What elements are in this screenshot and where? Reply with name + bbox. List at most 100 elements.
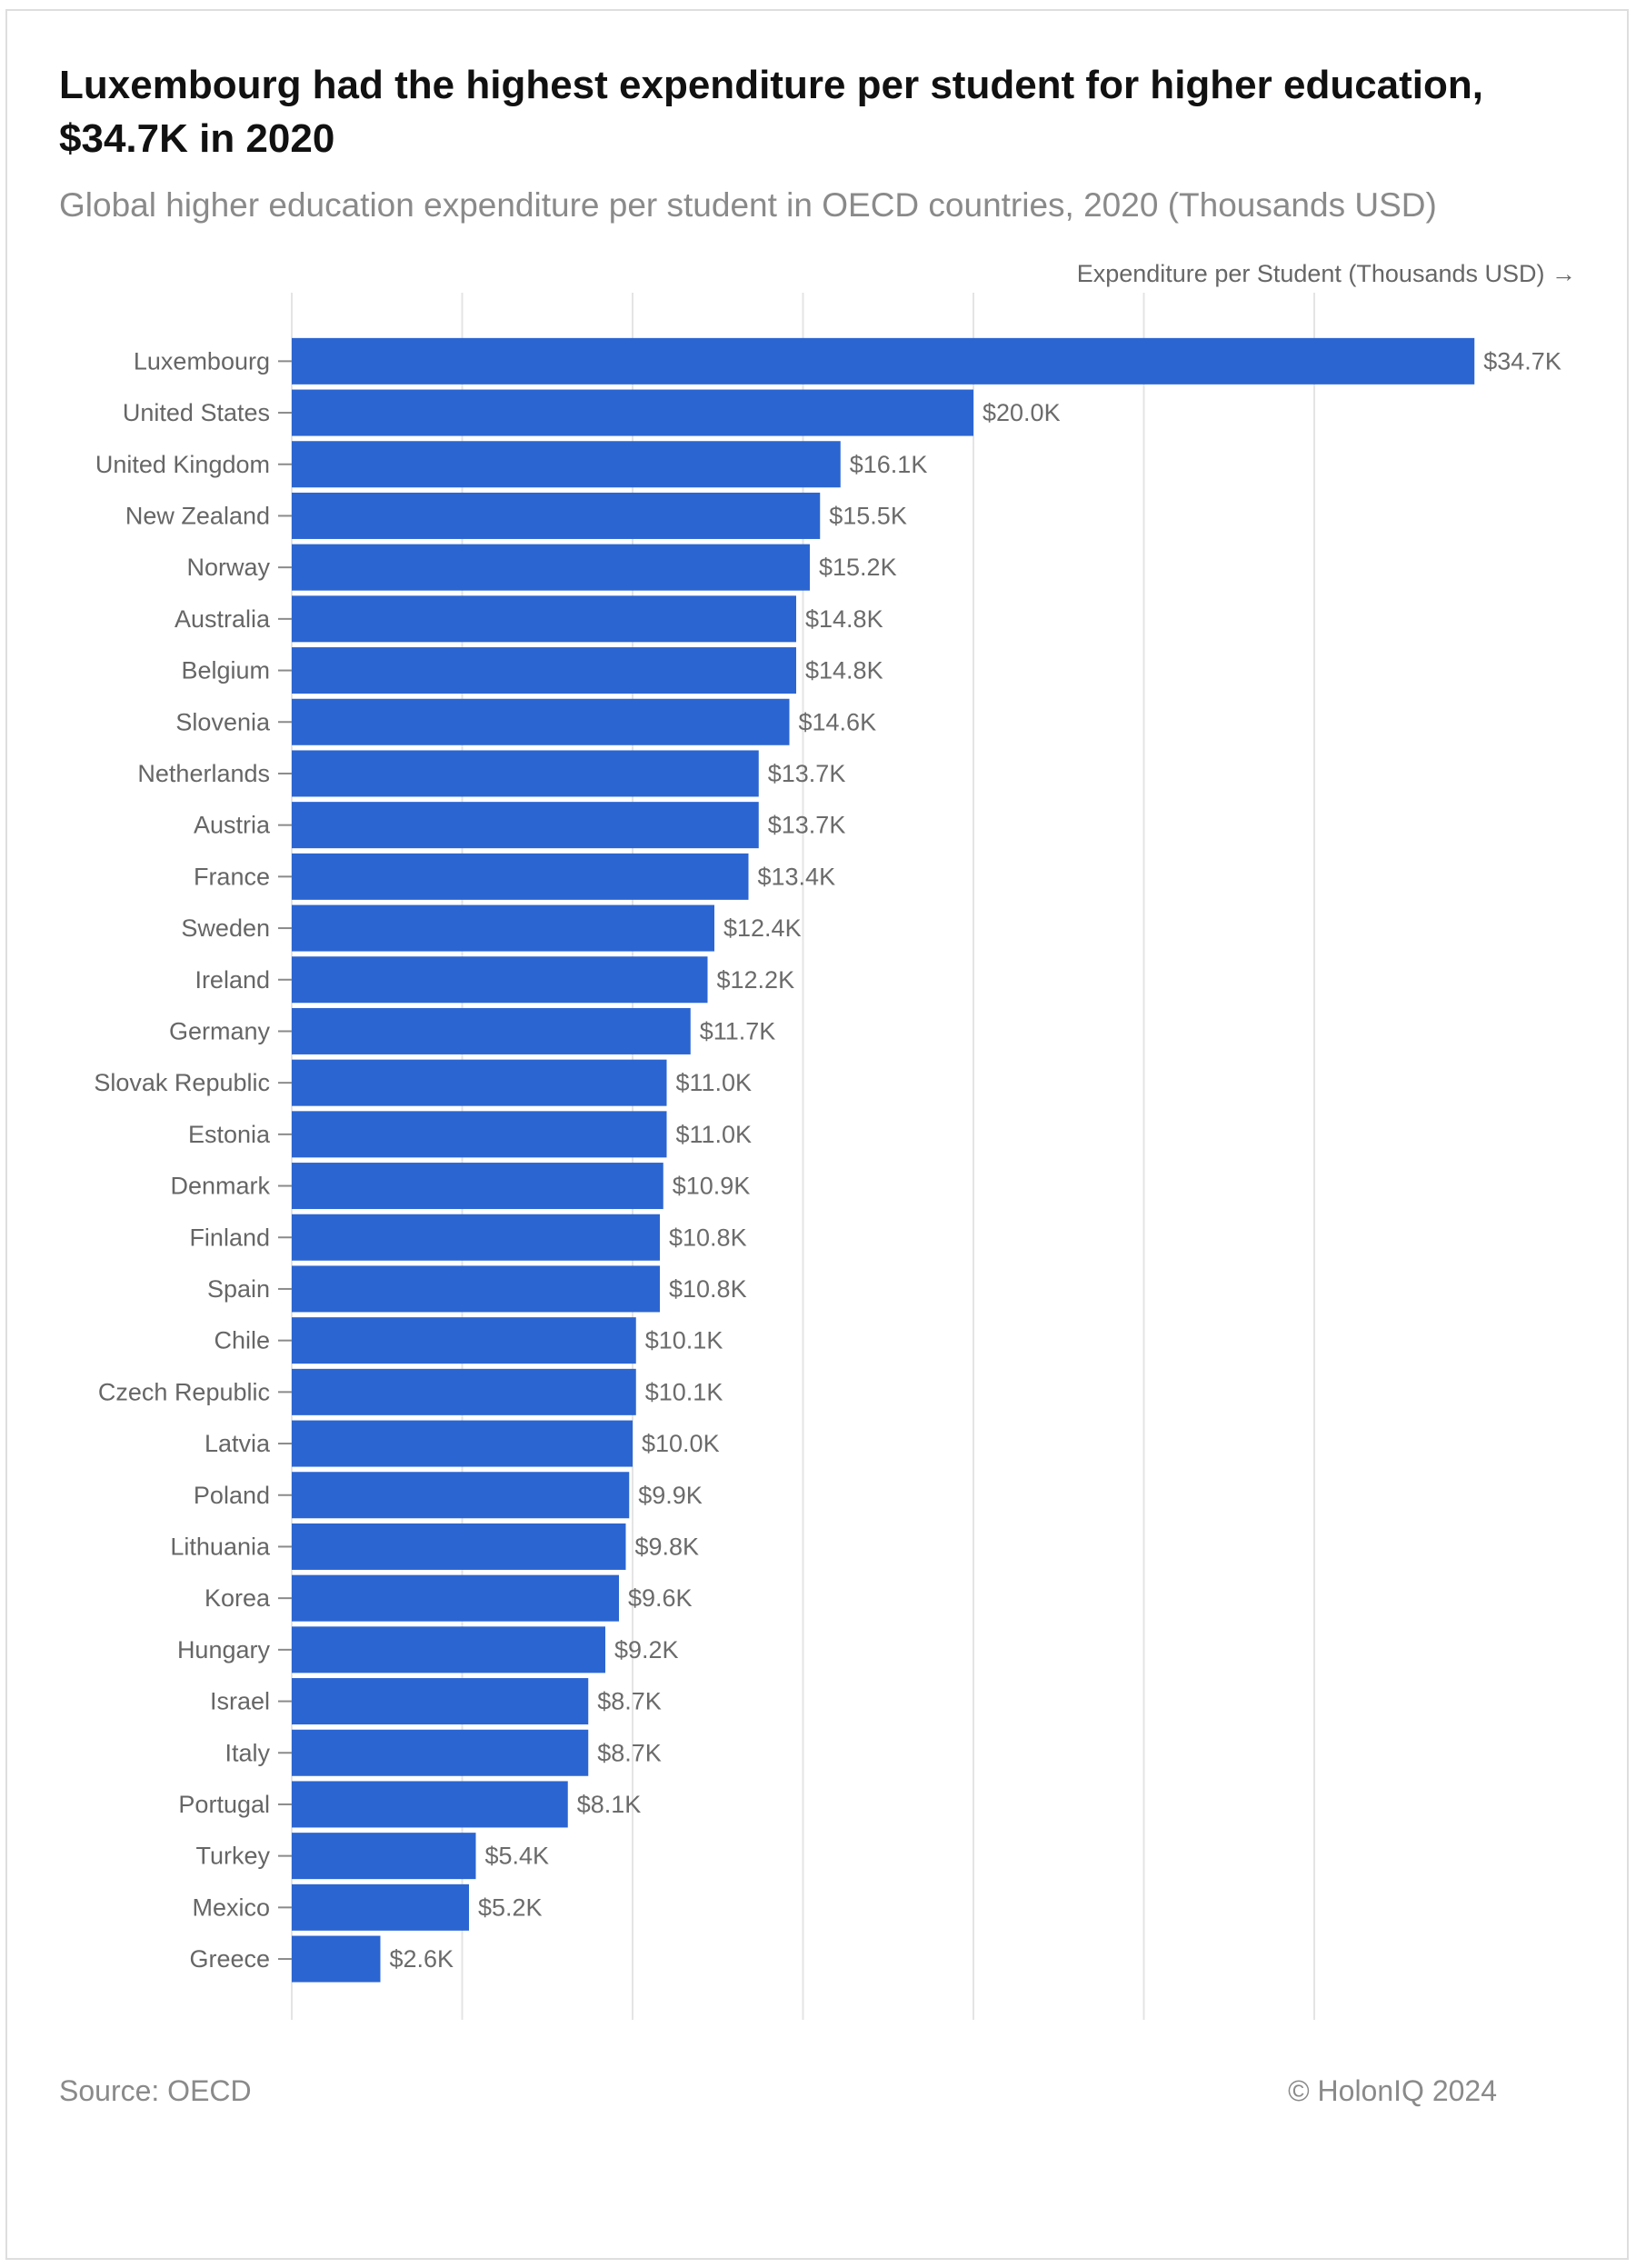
category-label: Sweden: [181, 914, 270, 942]
value-label: $15.5K: [829, 502, 907, 529]
value-label: $15.2K: [819, 554, 897, 581]
category-label: Czech Republic: [98, 1378, 270, 1405]
value-label: $9.9K: [638, 1482, 703, 1509]
value-label: $2.6K: [390, 1945, 454, 1973]
category-label: Norway: [186, 554, 270, 581]
category-label: Slovenia: [175, 708, 271, 735]
source-note: Source: OECD: [59, 2074, 252, 2107]
category-label: Portugal: [178, 1791, 270, 1818]
value-label: $10.1K: [645, 1327, 723, 1354]
bar: [292, 1111, 667, 1158]
bar: [292, 492, 821, 539]
bar: [292, 802, 759, 849]
category-label: Germany: [169, 1017, 271, 1044]
category-label: Mexico: [192, 1893, 270, 1921]
value-label: $12.2K: [717, 966, 795, 994]
bar: [292, 1935, 381, 1983]
bar: [292, 1781, 568, 1828]
labels: Luxembourg $34.7K United States $20.0K Unite…: [94, 347, 1561, 1973]
bar: [292, 1059, 667, 1106]
value-label: $8.7K: [597, 1688, 662, 1715]
value-label: $8.7K: [597, 1739, 662, 1766]
category-label: Greece: [189, 1945, 270, 1973]
category-label: Hungary: [177, 1636, 271, 1664]
value-label: $11.0K: [676, 1069, 753, 1096]
x-axis-title: Expenditure per Student (Thousands USD) …: [1076, 260, 1576, 287]
value-label: $13.7K: [768, 812, 846, 839]
value-label: $34.7K: [1483, 347, 1561, 375]
category-label: Finland: [189, 1224, 270, 1251]
category-label: Estonia: [188, 1121, 271, 1148]
value-label: $5.4K: [485, 1843, 550, 1870]
bar: [292, 544, 810, 591]
value-label: $10.8K: [669, 1275, 747, 1303]
chart-subtitle: Global higher education expenditure per …: [59, 186, 1437, 224]
bar: [292, 1729, 589, 1776]
value-label: $11.0K: [676, 1121, 753, 1148]
bar: [292, 1214, 660, 1261]
value-label: $12.4K: [723, 914, 802, 942]
value-label: $8.1K: [577, 1791, 642, 1818]
bar: [292, 1833, 476, 1880]
value-label: $10.0K: [642, 1430, 720, 1457]
bar: [292, 698, 790, 745]
bar: [292, 337, 1475, 385]
value-label: $13.7K: [768, 760, 846, 787]
chart-title: Luxembourg had the highest expenditure p…: [59, 63, 1484, 161]
category-label: Slovak Republic: [94, 1069, 270, 1096]
category-label: Luxembourg: [134, 347, 270, 375]
category-label: Turkey: [195, 1843, 270, 1870]
category-label: United States: [123, 399, 270, 426]
bar: [292, 1574, 619, 1622]
value-label: $14.6K: [799, 708, 877, 735]
category-label: Australia: [175, 605, 271, 633]
value-label: $10.9K: [673, 1173, 751, 1200]
value-label: $16.1K: [850, 451, 928, 478]
category-label: Italy: [224, 1739, 270, 1766]
category-label: France: [194, 863, 270, 890]
category-label: Chile: [214, 1327, 270, 1354]
category-label: Israel: [210, 1688, 270, 1715]
category-label: Poland: [194, 1482, 270, 1509]
bar: [292, 1163, 663, 1210]
category-label: Belgium: [181, 657, 270, 684]
category-label: Ireland: [195, 966, 270, 994]
copyright-note: © HolonIQ 2024: [1288, 2074, 1497, 2107]
bar: [292, 647, 796, 694]
value-label: $9.8K: [635, 1533, 700, 1560]
category-label: Latvia: [204, 1430, 271, 1457]
value-label: $13.4K: [758, 863, 836, 890]
bar: [292, 1472, 630, 1519]
category-label: Lithuania: [170, 1533, 271, 1560]
bars: [292, 337, 1475, 1983]
category-label: New Zealand: [125, 502, 270, 529]
category-label: United Kingdom: [95, 451, 270, 478]
value-label: $14.8K: [805, 605, 883, 633]
value-label: $5.2K: [478, 1893, 543, 1921]
category-label: Korea: [204, 1584, 271, 1612]
value-label: $10.8K: [669, 1224, 747, 1251]
value-label: $14.8K: [805, 657, 883, 684]
bar: [292, 389, 973, 436]
value-label: $11.7K: [700, 1017, 776, 1044]
value-label: $9.6K: [628, 1584, 693, 1612]
category-label: Austria: [194, 812, 271, 839]
category-label: Netherlands: [137, 760, 270, 787]
bar: [292, 1626, 605, 1674]
bar: [292, 1523, 626, 1570]
bar: [292, 853, 749, 900]
value-label: $9.2K: [614, 1636, 679, 1664]
bar: [292, 1678, 589, 1725]
bar: [292, 595, 796, 643]
bar: [292, 1317, 636, 1364]
bar: [292, 1883, 469, 1931]
bar: [292, 904, 714, 952]
bar: [292, 1007, 691, 1054]
bar: [292, 1265, 660, 1313]
bar: [292, 441, 841, 488]
value-label: $10.1K: [645, 1378, 723, 1405]
bar: [292, 956, 708, 1004]
category-label: Denmark: [170, 1173, 270, 1200]
value-label: $20.0K: [983, 399, 1061, 426]
